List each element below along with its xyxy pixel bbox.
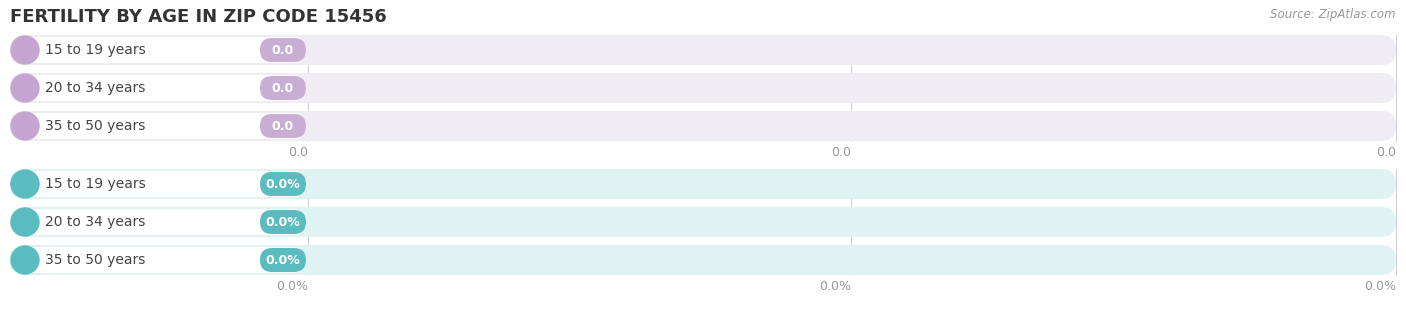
Circle shape — [11, 112, 39, 140]
Text: 0.0%: 0.0% — [266, 253, 301, 267]
FancyBboxPatch shape — [260, 248, 307, 272]
FancyBboxPatch shape — [13, 75, 307, 101]
FancyBboxPatch shape — [10, 245, 1396, 275]
FancyBboxPatch shape — [13, 247, 307, 273]
FancyBboxPatch shape — [10, 73, 1396, 103]
FancyBboxPatch shape — [13, 113, 307, 139]
Text: 0.0: 0.0 — [288, 146, 308, 159]
Text: FERTILITY BY AGE IN ZIP CODE 15456: FERTILITY BY AGE IN ZIP CODE 15456 — [10, 8, 387, 26]
Text: 20 to 34 years: 20 to 34 years — [45, 81, 145, 95]
Circle shape — [11, 36, 39, 64]
FancyBboxPatch shape — [260, 76, 307, 100]
Text: 0.0: 0.0 — [271, 119, 294, 133]
Text: 0.0%: 0.0% — [820, 280, 851, 293]
Text: 0.0: 0.0 — [271, 44, 294, 56]
Text: 35 to 50 years: 35 to 50 years — [45, 119, 145, 133]
FancyBboxPatch shape — [13, 209, 307, 235]
FancyBboxPatch shape — [10, 111, 1396, 141]
FancyBboxPatch shape — [260, 114, 307, 138]
Text: 0.0%: 0.0% — [266, 178, 301, 190]
Text: 15 to 19 years: 15 to 19 years — [45, 177, 146, 191]
FancyBboxPatch shape — [13, 37, 307, 63]
Text: 0.0: 0.0 — [1376, 146, 1396, 159]
Text: 15 to 19 years: 15 to 19 years — [45, 43, 146, 57]
FancyBboxPatch shape — [10, 35, 1396, 65]
Text: Source: ZipAtlas.com: Source: ZipAtlas.com — [1271, 8, 1396, 21]
Text: 0.0: 0.0 — [271, 82, 294, 94]
FancyBboxPatch shape — [13, 171, 307, 197]
Circle shape — [11, 208, 39, 236]
Text: 20 to 34 years: 20 to 34 years — [45, 215, 145, 229]
Text: 0.0%: 0.0% — [266, 215, 301, 228]
Circle shape — [11, 170, 39, 198]
Circle shape — [11, 246, 39, 274]
Circle shape — [11, 74, 39, 102]
Text: 35 to 50 years: 35 to 50 years — [45, 253, 145, 267]
FancyBboxPatch shape — [260, 210, 307, 234]
Text: 0.0%: 0.0% — [276, 280, 308, 293]
Text: 0.0%: 0.0% — [1364, 280, 1396, 293]
FancyBboxPatch shape — [10, 169, 1396, 199]
Text: 0.0: 0.0 — [831, 146, 851, 159]
FancyBboxPatch shape — [10, 207, 1396, 237]
FancyBboxPatch shape — [260, 38, 307, 62]
FancyBboxPatch shape — [260, 172, 307, 196]
